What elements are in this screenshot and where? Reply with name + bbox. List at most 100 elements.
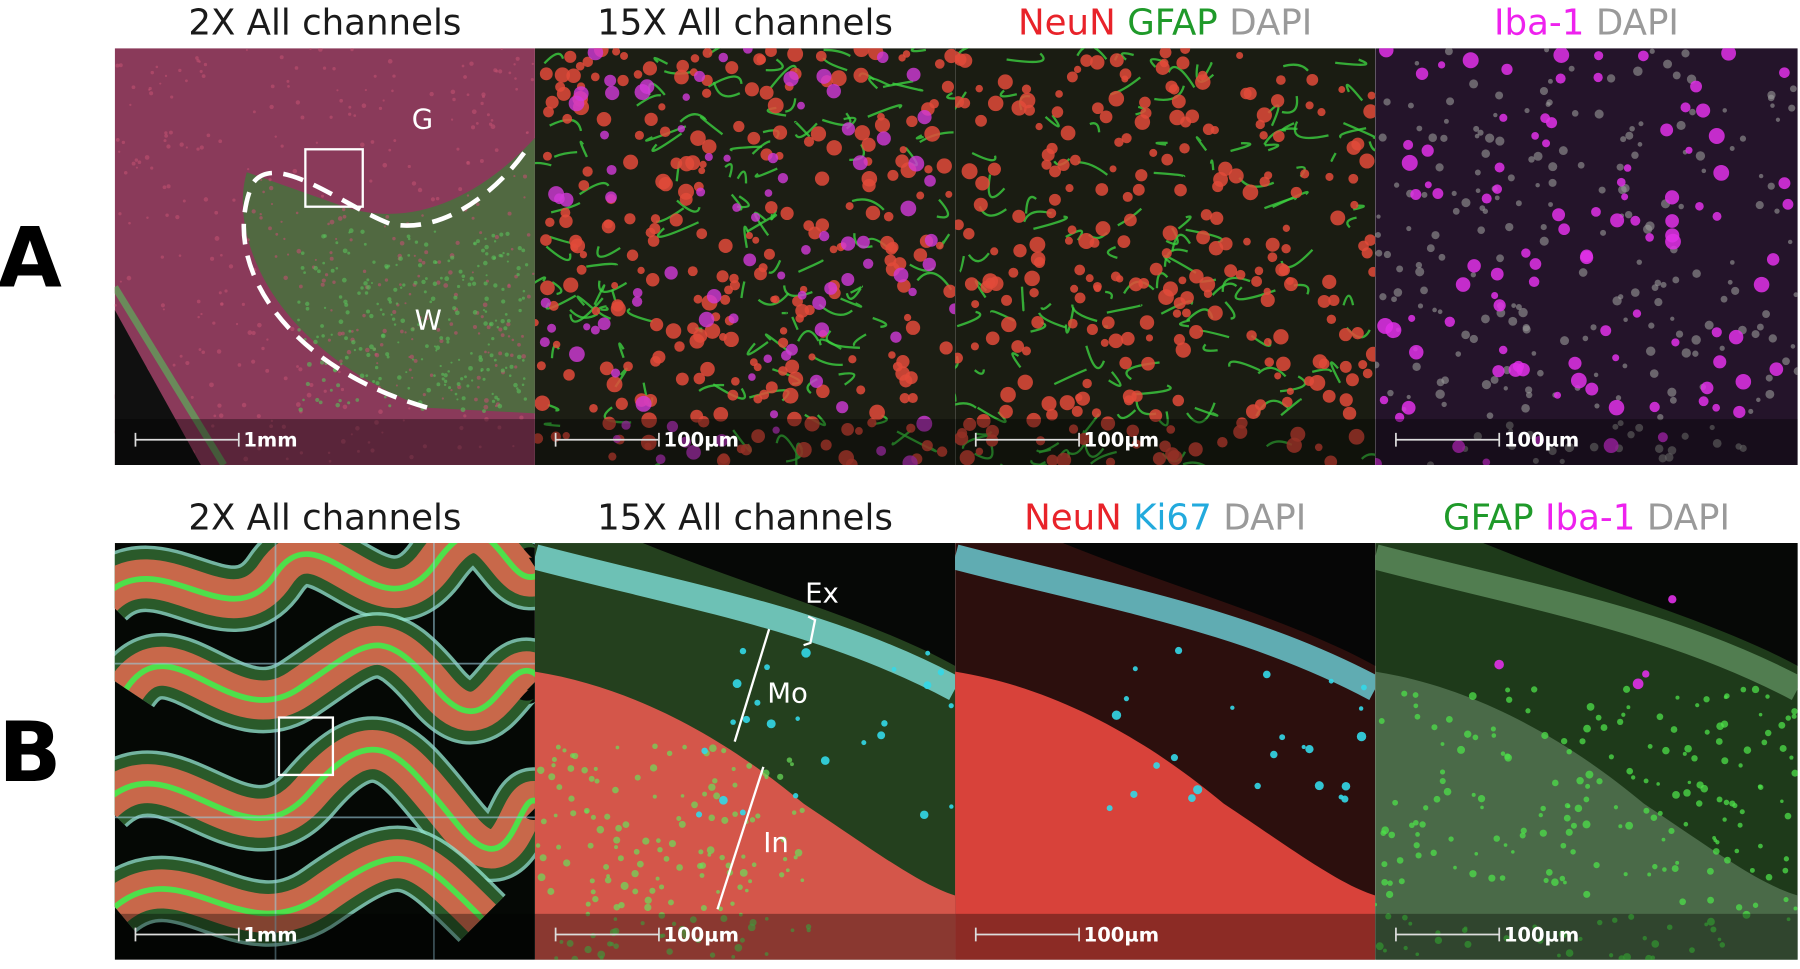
cell [379,342,384,347]
cell [570,753,575,759]
cell [218,413,224,418]
cell [198,348,202,351]
cell [678,820,686,828]
fiber [543,422,561,428]
title-word: 2X All channels [188,497,461,538]
cell [732,782,738,788]
cell [1765,694,1770,699]
cell [402,419,405,422]
cell [795,716,800,721]
cell [1582,335,1589,342]
cell [562,431,570,440]
cell [182,199,186,203]
cell [493,68,498,73]
cell [318,400,323,405]
cell [820,756,830,765]
cell [1525,430,1535,440]
cell [457,445,462,450]
cell [423,290,427,294]
cell [808,226,822,240]
cell [1589,442,1599,452]
cell [1260,292,1275,308]
fiber [1293,121,1329,140]
cell [650,318,664,332]
cell [1667,387,1677,397]
cell [303,337,307,341]
cell [496,325,500,329]
cell [316,335,319,339]
cell [150,70,155,75]
cell [521,334,524,338]
cell [332,280,336,284]
cell [1712,438,1722,448]
cell [1169,109,1185,126]
cell [356,328,359,332]
cell [1623,872,1628,877]
cell [1612,354,1620,362]
cell [708,814,716,822]
cell [677,125,685,133]
cell [949,303,956,315]
cell [613,917,618,921]
micrograph: 100µm [534,543,956,960]
cell [347,401,351,405]
cell [1665,214,1679,228]
fiber [1064,307,1075,334]
cell [1445,715,1453,723]
cell [584,945,592,954]
cell [1669,396,1677,404]
cell [1439,769,1446,775]
cell [477,385,480,389]
cell [388,148,392,152]
cell [1242,184,1259,201]
cell [1099,110,1113,124]
cell [841,272,855,286]
cell [118,212,122,216]
cell [861,137,876,152]
cell [1667,446,1677,455]
cell [805,924,812,930]
cell [407,253,411,257]
cell [1461,198,1471,208]
cell [1712,848,1720,855]
cell [475,239,480,244]
cell [493,358,497,362]
cell [393,287,398,292]
cell [552,340,561,349]
cell [468,365,473,371]
cell [510,353,514,358]
cell [484,398,489,403]
cell [1758,173,1764,179]
cell [1683,821,1689,827]
cell [964,277,979,291]
cell [1520,827,1527,834]
cell [713,792,721,800]
cell [256,414,261,419]
cell [323,306,327,310]
micrograph: 100µm [534,48,956,465]
cell [1689,947,1695,954]
cell [421,260,426,265]
cell [1467,259,1481,273]
cell [888,351,896,359]
micrograph: 100µm [955,543,1376,960]
cell [164,74,168,78]
fiber [1011,352,1022,369]
cell [466,93,470,97]
cell [399,283,402,286]
cell [826,140,842,156]
cell [644,442,652,450]
cell [777,337,789,348]
cell [1469,870,1477,878]
cell [518,298,522,302]
cell [435,349,438,352]
cell [1041,396,1057,412]
cell [1503,843,1508,847]
cell [1046,454,1059,465]
cell [339,98,343,103]
micrograph: 100µm [1375,48,1798,465]
cell [286,253,290,256]
cell [479,159,484,164]
cell [351,339,356,345]
cell [360,286,364,290]
